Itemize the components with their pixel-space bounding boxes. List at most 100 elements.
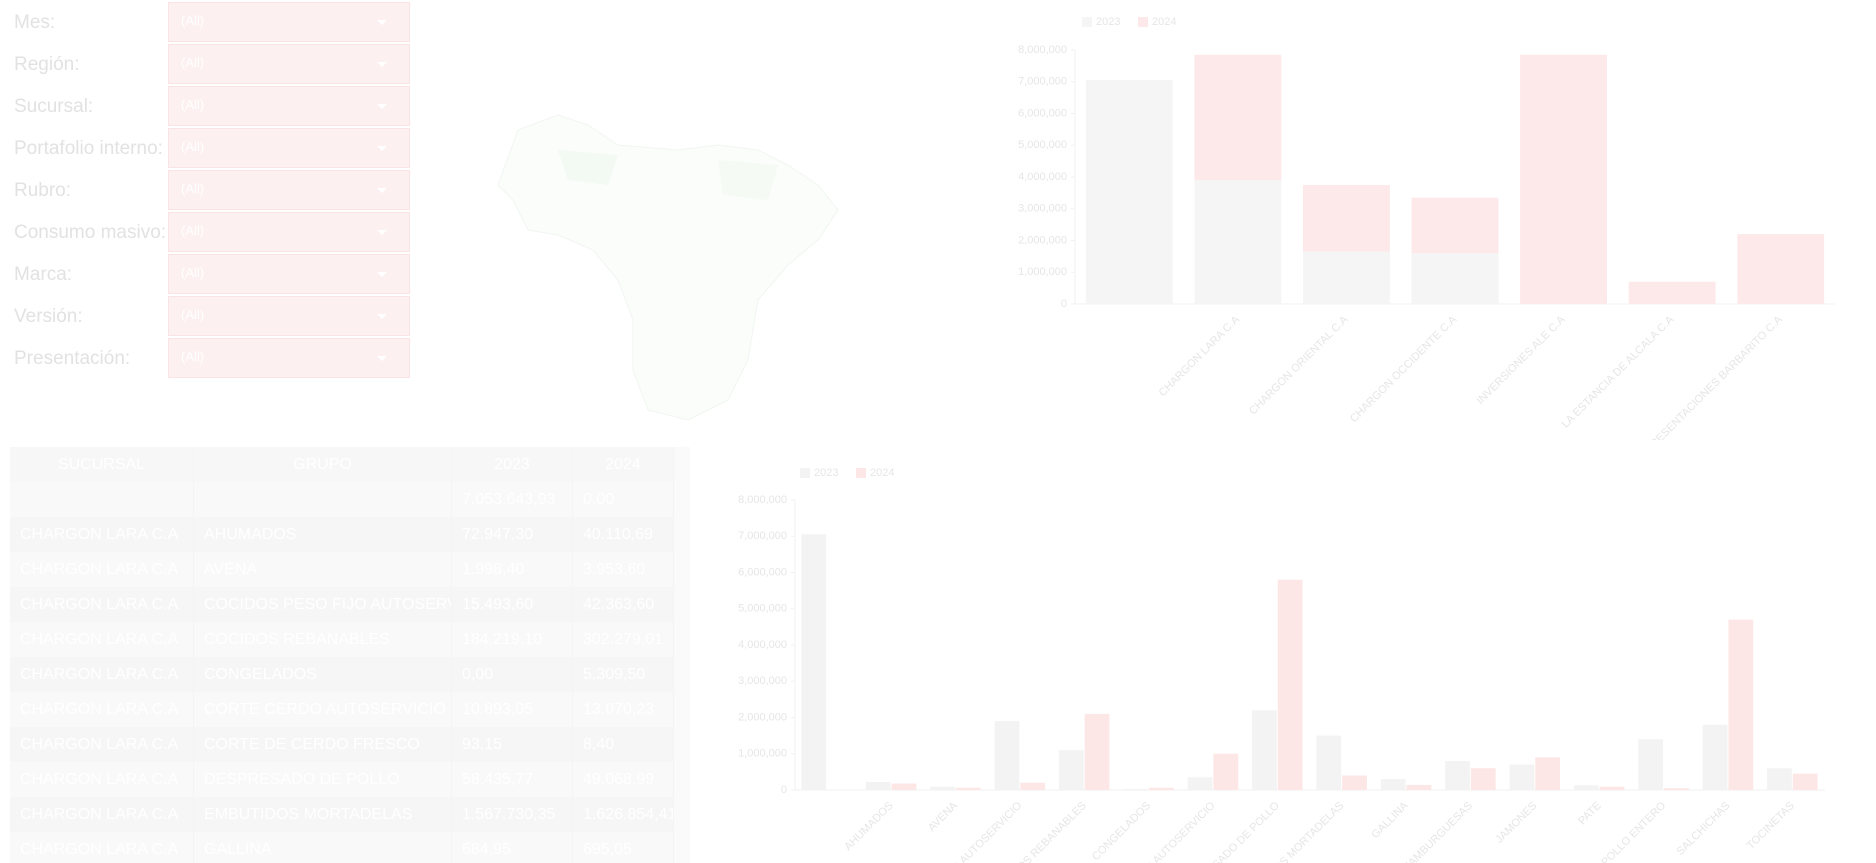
table-cell: 3.953,60	[572, 552, 674, 587]
bar	[1380, 779, 1406, 790]
table-cell: 1.626.854,41	[572, 797, 674, 832]
table-cell: EMBUTIDOS MORTADELAS	[193, 797, 452, 832]
table-cell: 58.435,77	[451, 762, 573, 797]
y-tick-label: 1,000,000	[738, 748, 787, 760]
bar-segment	[1520, 54, 1607, 305]
chart-panel: 0 1,000,000 2,000,000 3,000,000 4,000,000 5,0…	[980, 0, 1876, 466]
bar	[994, 721, 1020, 790]
region	[718, 160, 778, 200]
x-tick-label: PATE	[1576, 800, 1604, 828]
table-cell: CHARGON LARA C.A	[10, 727, 194, 762]
x-tick-label: POLLO ENTERO	[1599, 799, 1668, 863]
legend-label: 2024	[870, 467, 894, 479]
filter-dropdown[interactable]: (All)	[168, 128, 410, 168]
filter-dropdown[interactable]: (All)	[168, 212, 410, 252]
x-tick-label: COCIDOS REBANABLES	[990, 800, 1089, 863]
bar	[1509, 764, 1535, 790]
bar-segment	[1737, 234, 1825, 304]
table-cell: CHARGON LARA C.A	[10, 517, 194, 552]
bar	[1084, 713, 1110, 790]
table-row: CHARGON LARA C.A AHUMADOS 72.947,30 40.110,…	[10, 517, 674, 552]
data-table: SUCURSAL GRUPO 2023 2024 7.053.643,93 0,00 CHA…	[10, 447, 674, 863]
bar-segment	[1411, 197, 1499, 254]
y-tick-label: 0	[1061, 298, 1067, 310]
table-cell: AVENA	[193, 552, 452, 587]
table-cell: CORTE DE CERDO FRESCO	[193, 727, 452, 762]
y-tick-label: 2,000,000	[738, 711, 787, 723]
x-tick-label: CHARGON LARA C.A	[1157, 313, 1243, 399]
table-cell: CHARGON LARA C.A	[10, 797, 194, 832]
y-tick-label: 0	[781, 784, 787, 796]
x-tick-label: AHUMADOS	[842, 800, 895, 853]
legend-swatch	[1082, 17, 1092, 27]
table-cell: CORTE CERDO AUTOSERVICIO	[193, 692, 452, 727]
table-cell: DESPRESADO DE POLLO	[193, 762, 452, 797]
y-tick-label: 1,000,000	[1018, 266, 1067, 278]
filter-dropdown[interactable]: (All)	[168, 86, 410, 126]
y-tick-label: 5,000,000	[738, 603, 787, 615]
bar	[865, 782, 891, 790]
table-cell: CHARGON LARA C.A	[10, 657, 194, 692]
bar	[955, 787, 981, 790]
table-cell: 302.279,01	[572, 622, 674, 657]
x-tick-label: JAMONES	[1493, 800, 1539, 846]
bar	[1213, 753, 1239, 790]
map	[497, 114, 839, 421]
table-cell: 0,00	[572, 482, 674, 517]
table-cell: 15.493,60	[451, 587, 573, 622]
filter-dropdown[interactable]: (All)	[168, 296, 410, 336]
table-row: 7.053.643,93 0,00	[10, 482, 674, 517]
bar	[1638, 739, 1664, 790]
filter-label: Marca:	[14, 264, 73, 285]
filter-dropdown[interactable]: (All)	[168, 254, 410, 294]
bar	[1277, 579, 1303, 790]
bar-segment	[1194, 54, 1282, 181]
legend-label: 2023	[814, 467, 838, 479]
filter-dropdown[interactable]: (All)	[168, 338, 410, 378]
table-row: CHARGON LARA C.A AVENA 1.998,40 3.953,60	[10, 552, 674, 587]
bar-chart-sucursal: 0 1,000,000 2,000,000 3,000,000 4,000,000 5,0…	[1018, 16, 1835, 466]
bar	[1149, 787, 1174, 790]
bar-segment	[1303, 184, 1390, 252]
x-tick-label: CHARGON ORIENTAL C.A	[1247, 313, 1351, 417]
bar	[891, 783, 917, 790]
table-row: CHARGON LARA C.A EMBUTIDOS MORTADELAS 1.56…	[10, 797, 674, 832]
y-tick-label: 6,000,000	[1018, 107, 1067, 119]
bar	[1702, 724, 1728, 790]
bar	[1535, 757, 1561, 790]
bar	[1316, 735, 1342, 790]
table-cell: 184.219,10	[451, 622, 573, 657]
table-cell: CHARGON LARA C.A	[10, 692, 194, 727]
table-row: CHARGON LARA C.A CONGELADOS 0,00 5.309,50	[10, 657, 674, 692]
y-tick-label: 3,000,000	[738, 675, 787, 687]
table-cell: 10.893,05	[451, 692, 573, 727]
map-panel	[418, 0, 975, 440]
filter-label: Región:	[14, 54, 80, 75]
bar	[1406, 784, 1432, 790]
filter-dropdown[interactable]: (All)	[168, 2, 410, 42]
table-row: CHARGON LARA C.A COCIDOS PESO FIJO AUTOSE…	[10, 587, 674, 622]
table-cell: 40.110,69	[572, 517, 674, 552]
bar	[1342, 775, 1367, 790]
table-cell: 42.363,60	[572, 587, 674, 622]
table-cell: 1.998,40	[451, 552, 573, 587]
bar	[1767, 768, 1792, 790]
table-cell	[193, 482, 452, 517]
bar	[1470, 768, 1496, 790]
legend-swatch	[856, 468, 866, 478]
y-tick-label: 3,000,000	[1018, 203, 1067, 215]
table-row: CHARGON LARA C.A COCIDOS REBANABLES 184.21…	[10, 622, 674, 657]
table-cell: 7.053.643,93	[451, 482, 573, 517]
bar	[1123, 788, 1149, 790]
table-cell: 1.567.730,35	[451, 797, 573, 832]
table-cell: 695,05	[572, 832, 674, 863]
bar	[1445, 761, 1470, 790]
filter-dropdown[interactable]: (All)	[168, 170, 410, 210]
table-cell: CHARGON LARA C.A	[10, 587, 194, 622]
filter-dropdown[interactable]: (All)	[168, 44, 410, 84]
legend-label: 2023	[1096, 16, 1120, 28]
filter-panel: Mes: (All) Región: (All) Sucursal: (All) Porta…	[0, 0, 415, 440]
table-cell: AHUMADOS	[193, 517, 452, 552]
table-cell: 8,40	[572, 727, 674, 762]
y-tick-label: 8,000,000	[738, 494, 787, 506]
